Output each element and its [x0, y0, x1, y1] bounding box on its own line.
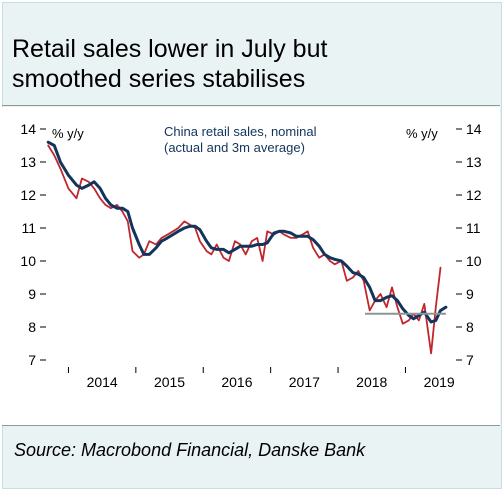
axes-layer: 7 7 8 8 9 9 10 10 11 11 12 12 13 13 14 14 2014 2015 2016 20… — [20, 121, 481, 390]
x-tick-label: 2014 — [87, 374, 118, 390]
y-tick-label-right: 14 — [466, 121, 482, 137]
y-tick-label-left: 11 — [21, 220, 36, 236]
y-tick-label-left: 10 — [20, 253, 36, 269]
chart-title: Retail sales lower in July but smoothed … — [12, 34, 472, 94]
y-tick-label-left: 8 — [28, 319, 36, 335]
y-axis-label-left: % y/y — [52, 126, 84, 141]
chart-annotation-line-2: (actual and 3m average) — [164, 140, 305, 155]
x-tick-label: 2015 — [154, 374, 185, 390]
y-tick-label-right: 13 — [466, 154, 482, 170]
y-tick-label-left: 9 — [28, 286, 36, 302]
y-axis-label-right: % y/y — [406, 126, 438, 141]
title-line-2: smoothed series stabilises — [12, 65, 306, 93]
y-tick-label-right: 12 — [466, 187, 482, 203]
y-tick-label-right: 8 — [466, 319, 474, 335]
chart-annotation-line-1: China retail sales, nominal — [164, 124, 317, 139]
y-tick-label-left: 12 — [20, 187, 36, 203]
y-tick-label-left: 7 — [28, 352, 36, 368]
y-tick-label-left: 14 — [20, 121, 36, 137]
y-tick-label-right: 11 — [466, 220, 481, 236]
title-line-1: Retail sales lower in July but — [12, 35, 328, 63]
y-tick-label-left: 13 — [20, 154, 36, 170]
series-layer — [46, 140, 448, 355]
source-note: Source: Macrobond Financial, Danske Bank — [14, 440, 366, 460]
plot-area: 7 7 8 8 9 9 10 10 11 11 12 12 13 13 14 14 2014 2015 2016 20… — [2, 107, 500, 425]
title-divider — [2, 105, 500, 106]
x-tick-label: 2016 — [221, 374, 252, 390]
series-line-actual — [47, 144, 442, 355]
x-tick-label: 2017 — [289, 374, 320, 390]
x-tick-label: 2019 — [424, 374, 455, 390]
line-chart: 7 7 8 8 9 9 10 10 11 11 12 12 13 13 14 14 2014 2015 2016 20… — [20, 121, 481, 390]
y-tick-label-right: 7 — [466, 352, 474, 368]
source-divider — [2, 425, 500, 426]
y-tick-label-right: 10 — [466, 253, 482, 269]
y-tick-label-right: 9 — [466, 286, 474, 302]
series-line-average — [46, 140, 448, 324]
x-tick-label: 2018 — [356, 374, 387, 390]
